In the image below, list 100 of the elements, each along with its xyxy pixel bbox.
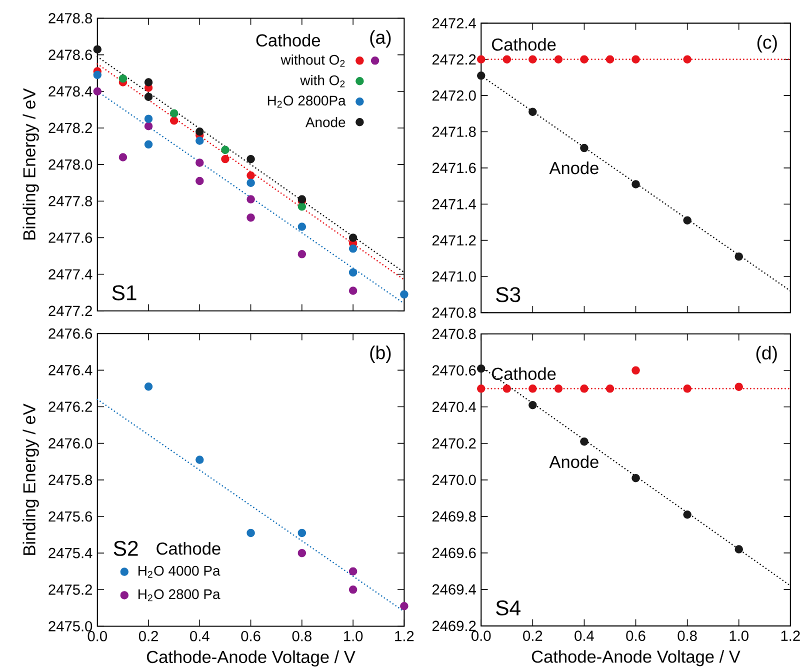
point: [580, 384, 588, 393]
point: [580, 55, 588, 64]
y-tick-label: 2470.2: [432, 438, 476, 449]
point: [632, 366, 640, 375]
point: [348, 244, 358, 253]
point: [246, 195, 255, 204]
point: [348, 586, 358, 594]
x-tick-label: 0.4: [574, 630, 594, 642]
point: [196, 136, 204, 145]
y-tick-label: 2476.2: [48, 402, 92, 412]
y-tick-label: 2470.8: [432, 308, 476, 318]
point: [144, 92, 153, 102]
point: [528, 55, 537, 64]
annotation: S2: [114, 540, 138, 556]
y-tick-label: 2472.2: [432, 54, 476, 65]
point: [606, 55, 614, 64]
point: [606, 384, 614, 393]
point: [348, 286, 358, 295]
point: [298, 548, 306, 558]
y-tick-label: 2475.4: [48, 548, 92, 558]
point: [683, 216, 692, 225]
y-tick-label: 2471.6: [432, 162, 476, 174]
y-tick-label: 2469.8: [432, 511, 476, 522]
point: [118, 74, 128, 83]
y-tick-label: 2470.4: [432, 402, 476, 412]
point: [632, 55, 640, 64]
y-axis-title: Binding Energy / eV: [22, 88, 39, 240]
series-label: Cathode: [492, 38, 556, 51]
point: [170, 109, 178, 118]
y-tick-label: 2469.6: [432, 548, 476, 558]
y-tick-label: 2472.0: [432, 90, 476, 101]
x-tick-label: 1.0: [344, 630, 363, 642]
y-tick-label: 2475.0: [48, 621, 92, 632]
y-tick-label: 2477.2: [48, 306, 92, 316]
point: [118, 153, 128, 162]
point: [196, 456, 204, 464]
y-tick-label: 2477.6: [48, 232, 92, 243]
point: [246, 178, 255, 187]
point: [400, 290, 408, 299]
x-axis-title: Cathode-Anode Voltage / V: [146, 650, 356, 667]
point: [246, 171, 255, 180]
legend-title: Cathode: [256, 34, 320, 47]
annotation: (a): [370, 30, 391, 48]
y-tick-label: 2476.4: [48, 365, 92, 376]
legend-label: H$_{2}$O 4000 Pa: [138, 566, 220, 578]
legend-label: Anode: [305, 117, 346, 128]
point: [196, 176, 204, 186]
y-axis-title: Binding Energy / eV: [22, 404, 39, 555]
y-tick-label: 2472.4: [432, 18, 476, 28]
point: [298, 528, 306, 538]
point: [528, 108, 537, 116]
y-tick-label: 2476.0: [48, 438, 92, 449]
point: [348, 234, 358, 242]
point: [144, 114, 153, 123]
point: [632, 474, 640, 482]
point: [683, 384, 692, 393]
point: [580, 144, 588, 152]
point: [734, 252, 743, 261]
point: [400, 602, 408, 610]
point: [298, 222, 306, 231]
legend-label: H$_{2}$O 2800Pa: [268, 96, 346, 108]
legend-title: Cathode: [156, 542, 220, 555]
y-tick-label: 2470.6: [432, 365, 476, 376]
annotation: (c): [757, 35, 777, 53]
y-tick-label: 2478.4: [48, 86, 92, 97]
y-tick-label: 2470.0: [432, 474, 476, 486]
y-tick-label: 2471.0: [432, 271, 476, 282]
x-tick-label: 1.0: [730, 630, 748, 642]
point: [580, 438, 588, 446]
y-tick-label: 2469.4: [432, 584, 476, 595]
point: [144, 382, 153, 391]
point: [477, 55, 486, 64]
y-tick-label: 2471.4: [432, 199, 476, 210]
y-tick-label: 2470.8: [432, 328, 476, 340]
legend-label: without O$_{2}$: [280, 54, 345, 67]
x-tick-label: 1.2: [395, 630, 414, 642]
y-tick-label: 2471.8: [432, 126, 476, 137]
point: [144, 122, 153, 130]
point: [144, 78, 153, 86]
annotation: S3: [496, 287, 520, 302]
point: [502, 55, 512, 64]
point: [683, 510, 692, 519]
y-tick-label: 2477.4: [48, 269, 92, 280]
x-tick-label: 0.8: [292, 630, 312, 642]
y-tick-label: 2477.8: [48, 196, 92, 206]
point: [221, 154, 230, 164]
y-tick-label: 2478.6: [48, 50, 92, 60]
y-tick-label: 2475.8: [48, 474, 92, 486]
point: [683, 55, 692, 64]
point: [246, 154, 255, 164]
x-tick-label: 0.2: [523, 630, 542, 642]
y-tick-label: 2478.2: [48, 122, 92, 134]
point: [298, 202, 306, 211]
point: [734, 545, 743, 554]
point: [348, 567, 358, 576]
series-label: Anode: [549, 162, 598, 174]
point: [554, 384, 563, 393]
point: [196, 158, 204, 167]
point: [528, 384, 537, 393]
point: [93, 87, 102, 96]
